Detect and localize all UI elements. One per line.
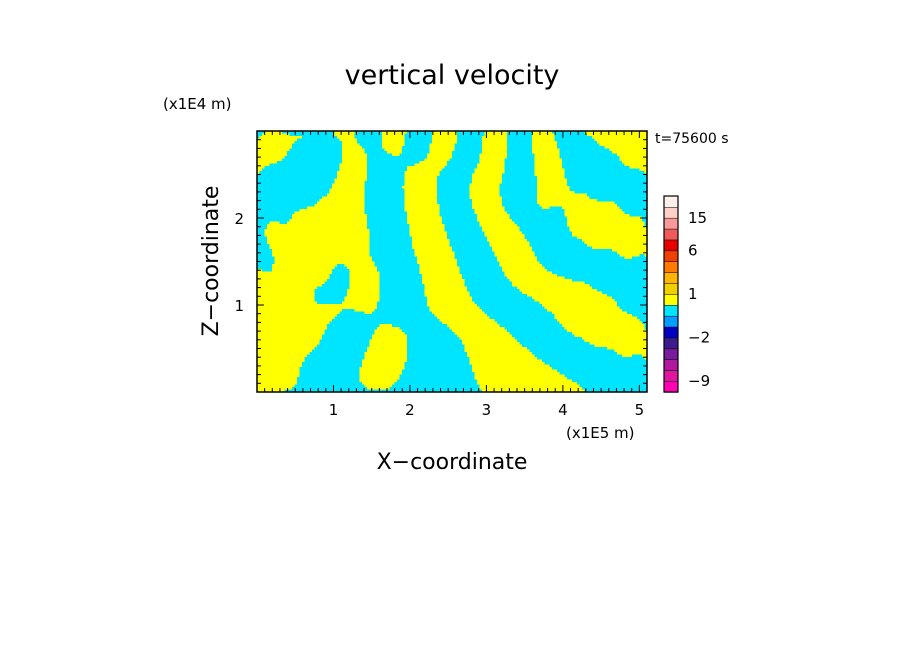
y-axis-title: Z−coordinate [199, 186, 224, 337]
colorbar-band [663, 195, 679, 208]
colorbar-tick-label: −9 [688, 372, 710, 390]
x-axis-title: X−coordinate [377, 450, 528, 475]
positive-velocity-region [257, 131, 647, 392]
colorbar-band [663, 206, 679, 219]
colorbar-tick-label: 15 [688, 209, 707, 227]
colorbar-tick-label: 6 [688, 241, 698, 259]
colorbar-band [663, 217, 679, 230]
colorbar-band [663, 315, 679, 328]
colorbar-band [663, 348, 679, 360]
colorbar-band [663, 228, 679, 241]
plot-area: 1 2 3 4 5 1 2 [234, 130, 648, 419]
colorbar-tick-label: −2 [688, 329, 710, 347]
y-tick-label: 2 [234, 210, 244, 228]
x-tick-label: 4 [558, 401, 568, 419]
colorbar-band [663, 271, 679, 284]
x-tick-label: 3 [482, 401, 492, 419]
colorbar-band [663, 250, 679, 262]
colorbar-band [663, 304, 679, 317]
x-unit-label: (x1E5 m) [566, 424, 635, 442]
colorbar-band [663, 359, 679, 371]
colorbar-tick-label: 1 [688, 285, 698, 303]
colorbar: 15 6 1 −2 −9 [663, 195, 710, 393]
velocity-field [257, 131, 647, 392]
colorbar-band [663, 337, 679, 350]
x-tick-label: 5 [635, 401, 645, 419]
time-label: t=75600 s [655, 131, 729, 147]
colorbar-frame [663, 195, 679, 393]
colorbar-band [663, 261, 679, 273]
chart-title: vertical velocity [345, 60, 560, 91]
colorbar-band [663, 326, 679, 339]
colorbar-band [663, 380, 679, 393]
colorbar-band [663, 369, 679, 382]
y-tick-label: 1 [234, 297, 244, 315]
x-tick-label: 2 [405, 401, 415, 419]
axis-ticks: 1 2 3 4 5 1 2 [234, 131, 648, 419]
colorbar-band [663, 239, 679, 252]
colorbar-band [663, 282, 679, 295]
colorbar-band [663, 293, 679, 306]
x-tick-label: 1 [329, 401, 339, 419]
y-unit-label: (x1E4 m) [163, 95, 232, 113]
